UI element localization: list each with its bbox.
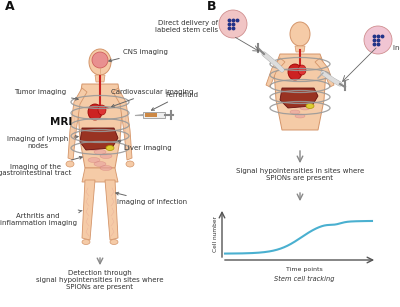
Polygon shape xyxy=(95,75,105,82)
Ellipse shape xyxy=(306,103,314,108)
Text: Detection through
signal hypointensities in sites where
SPIONs are present: Detection through signal hypointensities… xyxy=(36,270,164,290)
Polygon shape xyxy=(82,180,95,240)
Text: Liver imaging: Liver imaging xyxy=(118,140,172,151)
Ellipse shape xyxy=(98,105,106,115)
Ellipse shape xyxy=(88,104,102,120)
Ellipse shape xyxy=(66,161,74,167)
Circle shape xyxy=(364,26,392,54)
Ellipse shape xyxy=(298,65,306,75)
Ellipse shape xyxy=(92,52,108,68)
Polygon shape xyxy=(266,58,285,87)
Text: Tumor imaging: Tumor imaging xyxy=(14,89,78,100)
Text: Arthritis and
inflammation imaging: Arthritis and inflammation imaging xyxy=(0,210,82,227)
Text: MRI: MRI xyxy=(50,117,72,127)
Polygon shape xyxy=(135,114,143,116)
Text: CNS imaging: CNS imaging xyxy=(109,49,168,62)
Ellipse shape xyxy=(88,146,100,150)
Text: Imaging of the
gastrointestinal tract: Imaging of the gastrointestinal tract xyxy=(0,157,82,177)
Text: Time points: Time points xyxy=(286,267,323,272)
Text: A: A xyxy=(5,0,15,13)
Ellipse shape xyxy=(100,154,112,158)
Ellipse shape xyxy=(94,161,106,166)
Ellipse shape xyxy=(126,161,134,167)
Ellipse shape xyxy=(89,49,111,75)
Ellipse shape xyxy=(82,239,90,244)
Ellipse shape xyxy=(288,64,302,80)
Ellipse shape xyxy=(94,150,106,154)
Text: Direct delivery of
labeled stem cells: Direct delivery of labeled stem cells xyxy=(155,20,218,33)
Ellipse shape xyxy=(295,114,305,118)
Text: Signal hypointensities in sites where
SPIONs are present: Signal hypointensities in sites where SP… xyxy=(236,168,364,181)
Circle shape xyxy=(219,10,247,38)
Ellipse shape xyxy=(100,165,112,170)
Ellipse shape xyxy=(88,157,100,162)
Text: Stem cell tracking: Stem cell tracking xyxy=(274,276,335,282)
Polygon shape xyxy=(145,113,157,117)
Polygon shape xyxy=(295,46,305,52)
Polygon shape xyxy=(113,88,132,160)
Polygon shape xyxy=(68,88,87,160)
Polygon shape xyxy=(82,168,118,182)
Ellipse shape xyxy=(290,98,300,102)
Polygon shape xyxy=(80,128,118,150)
Ellipse shape xyxy=(110,239,118,244)
Text: Ferrofluid: Ferrofluid xyxy=(152,92,198,110)
Text: Imaging of infection: Imaging of infection xyxy=(116,192,187,205)
Polygon shape xyxy=(105,180,118,240)
Text: B: B xyxy=(207,0,216,13)
Text: Cardiovascular imaging: Cardiovascular imaging xyxy=(111,89,193,107)
Polygon shape xyxy=(315,58,334,87)
Text: Imaging of lymph
nodes: Imaging of lymph nodes xyxy=(7,135,78,149)
Ellipse shape xyxy=(106,146,114,150)
Polygon shape xyxy=(143,112,165,118)
Text: Indirect delivery: Indirect delivery xyxy=(393,45,400,51)
Polygon shape xyxy=(274,54,326,130)
Ellipse shape xyxy=(290,22,310,46)
Ellipse shape xyxy=(295,102,305,106)
Ellipse shape xyxy=(290,110,300,114)
Text: Cell number: Cell number xyxy=(213,216,218,252)
Polygon shape xyxy=(280,88,318,108)
Polygon shape xyxy=(78,84,122,168)
Ellipse shape xyxy=(300,106,310,110)
